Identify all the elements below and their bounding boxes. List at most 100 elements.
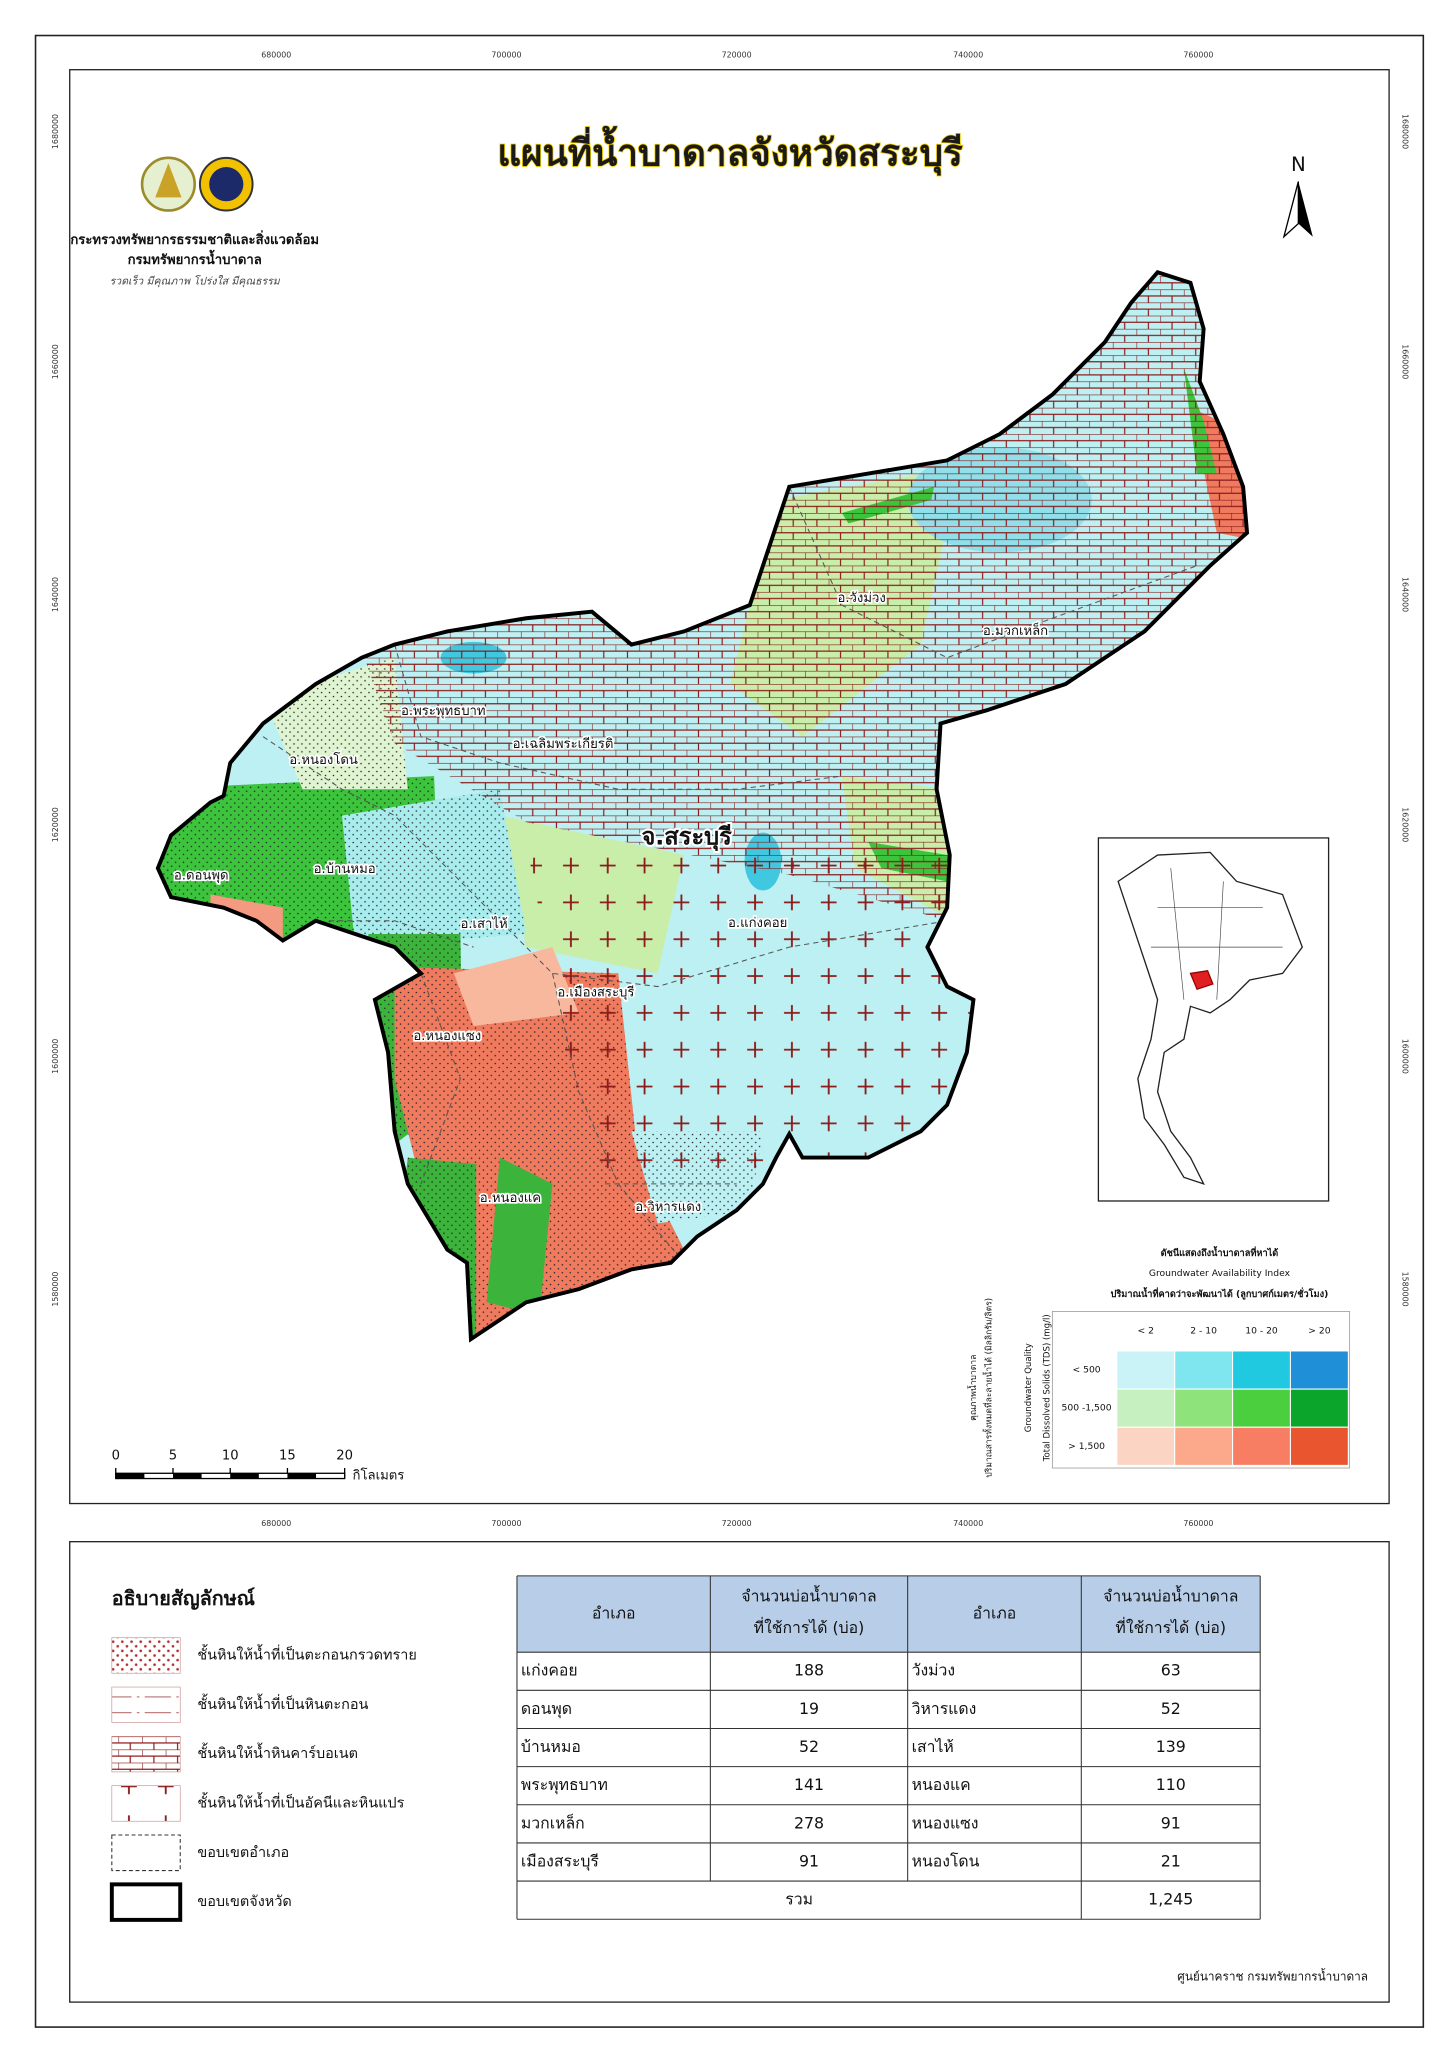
legend-symbol (111, 1736, 181, 1773)
easting-label: 720000 (722, 1519, 752, 1528)
well-count: 110 (1156, 1775, 1186, 1794)
legend-title: อธิบายสัญลักษณ์ (112, 1587, 255, 1610)
northing-label: 1600000 (1400, 1039, 1409, 1074)
easting-label: 700000 (491, 51, 521, 60)
easting-label: 700000 (491, 1519, 521, 1528)
district-name: แก่งคอย (521, 1661, 578, 1680)
total-value: 1,245 (1148, 1890, 1193, 1909)
scale-unit: กิโลเมตร (353, 1467, 405, 1483)
matrix-cell (1116, 1350, 1176, 1390)
matrix-axis-label: ปริมาณสารทั้งหมดที่ละลายน้ำได้ (มิลลิกรั… (982, 1298, 995, 1478)
easting-label: 720000 (722, 51, 752, 60)
district-label: อ.เมืองสระบุรี (557, 985, 634, 1001)
north-arrow (1282, 181, 1300, 239)
district-name: บ้านหมอ (521, 1737, 581, 1756)
easting-label: 760000 (1183, 51, 1213, 60)
legend-symbol (111, 1637, 181, 1674)
legend: ชั้นหินให้น้ำที่เป็นตะกอนกรวดทรายชั้นหิน… (109, 1637, 417, 1922)
district-name: เมืองสระบุรี (521, 1851, 600, 1871)
availability-matrix: ดัชนีแสดงถึงน้ำบาดาลที่หาได้ Groundwater … (966, 1245, 1351, 1478)
easting-label: 680000 (261, 1519, 291, 1528)
matrix-column-label: > 20 (1308, 1326, 1330, 1337)
district-label: อ.หนองแซง (413, 1029, 481, 1044)
northing-label: 1620000 (1400, 807, 1409, 842)
map-title: แผนที่น้ำบาดาลจังหวัดสระบุรี (497, 126, 963, 177)
northing-label: 1680000 (51, 114, 60, 149)
well-count: 52 (1161, 1699, 1181, 1718)
slogan: รวดเร็ว มีคุณภาพ โปร่งใส มีคุณธรรม (110, 275, 281, 288)
well-count: 188 (794, 1661, 824, 1680)
scale-bar-segment (172, 1473, 202, 1479)
easting-label: 740000 (953, 1519, 983, 1528)
matrix-cell (1116, 1426, 1176, 1466)
district-label: อ.เสาไห้ (460, 916, 507, 932)
well-table: อำเภอ จำนวนบ่อน้ำบาดาลที่ใช้การได้ (บ่อ) อ… (516, 1575, 1261, 1920)
district-label: อ.บ้านหมอ (314, 862, 376, 877)
district-name: วิหารแดง (911, 1699, 976, 1718)
total-label: รวม (785, 1890, 813, 1909)
table-header: จำนวนบ่อน้ำบาดาล (1103, 1584, 1238, 1605)
easting-label: 760000 (1183, 1519, 1213, 1528)
matrix-axis-label: Groundwater Quality (1024, 1343, 1034, 1432)
matrix-row-label: < 500 (1072, 1365, 1100, 1376)
matrix-row-label: > 1,500 (1068, 1441, 1105, 1452)
well-count: 91 (1161, 1813, 1181, 1832)
northing-label: 1600000 (51, 1039, 60, 1074)
district-label: อ.วังม่วง (837, 591, 885, 606)
matrix-cell (1232, 1388, 1291, 1428)
ministry-name: กระทรวงทรัพยากรธรรมชาติและสิ่งแวดล้อม (70, 229, 319, 248)
district-name: เสาไห้ (912, 1737, 954, 1756)
district-label: อ.หนองแค (480, 1191, 541, 1206)
matrix-cell (1289, 1350, 1349, 1390)
table-header: ที่ใช้การได้ (บ่อ) (754, 1616, 865, 1637)
well-count: 52 (799, 1737, 819, 1756)
table-header-bg (516, 1575, 1261, 1653)
table-header: อำเภอ (592, 1604, 636, 1623)
matrix-cell (1232, 1426, 1291, 1466)
district-name: หนองแซง (912, 1813, 979, 1832)
table-header: ที่ใช้การได้ (บ่อ) (1115, 1616, 1226, 1637)
easting-label: 740000 (953, 51, 983, 60)
scale-bar-segment (115, 1473, 145, 1479)
district-label: อ.มวกเหล็ก (983, 621, 1048, 639)
northing-label: 1640000 (1400, 577, 1409, 612)
legend-frame (69, 1541, 1390, 2003)
matrix-cell (1289, 1426, 1349, 1466)
department-name: กรมทรัพยากรน้ำบาดาล (128, 249, 262, 268)
scale-tick-label: 20 (336, 1449, 353, 1464)
well-count: 278 (794, 1813, 824, 1832)
matrix-cell (1289, 1388, 1349, 1428)
scale-tick-label: 15 (279, 1449, 296, 1464)
north-label: N (1291, 153, 1306, 176)
matrix-axis-label: คุณภาพน้ำบาดาล (966, 1355, 979, 1421)
matrix-cell (1232, 1350, 1291, 1390)
matrix-cell (1116, 1388, 1176, 1428)
legend-label: ชั้นหินให้น้ำที่เป็นหินตะกอน (197, 1693, 368, 1713)
matrix-cell (1174, 1426, 1234, 1466)
province-label: จ.สระบุรี (641, 822, 732, 851)
legend-symbol (111, 1834, 181, 1872)
northing-label: 1680000 (1400, 114, 1409, 149)
matrix-yield-label: ปริมาณน้ำที่คาดว่าจะพัฒนาได้ (ลูกบาศก์เม… (1111, 1286, 1329, 1300)
district-label: อ.หนองโดน (289, 752, 358, 768)
matrix-cell (1174, 1388, 1234, 1428)
northing-label: 1660000 (1400, 344, 1409, 379)
legend-label: ชั้นหินให้น้ำที่เป็นอัคนีและหินแปร (197, 1791, 404, 1811)
district-label: อ.เฉลิมพระเกียรติ (513, 736, 614, 752)
matrix-cell (1174, 1350, 1234, 1390)
district-label: อ.ดอนพุด (174, 869, 229, 884)
matrix-title-en: Groundwater Availability Index (1149, 1268, 1291, 1279)
matrix-axis-label: Total Dissolved Solids (TDS) (mg/l) (1043, 1314, 1053, 1462)
district-name: มวกเหล็ก (521, 1812, 585, 1832)
district-name: วังม่วง (912, 1661, 956, 1680)
district-label: อ.วิหารแดง (635, 1200, 701, 1215)
northing-label: 1620000 (51, 807, 60, 842)
scale-bar: 0 5 10 15 20กิโลเมตร (112, 1449, 405, 1484)
legend-label: ขอบเขตจังหวัด (197, 1894, 292, 1910)
legend-symbol (111, 1785, 181, 1822)
matrix-column-label: 2 - 10 (1190, 1326, 1217, 1337)
district-name: หนองโดน (912, 1851, 980, 1870)
legend-label: ขอบเขตอำเภอ (197, 1845, 289, 1861)
map-frame (69, 69, 1390, 1505)
northing-label: 1580000 (51, 1272, 60, 1307)
